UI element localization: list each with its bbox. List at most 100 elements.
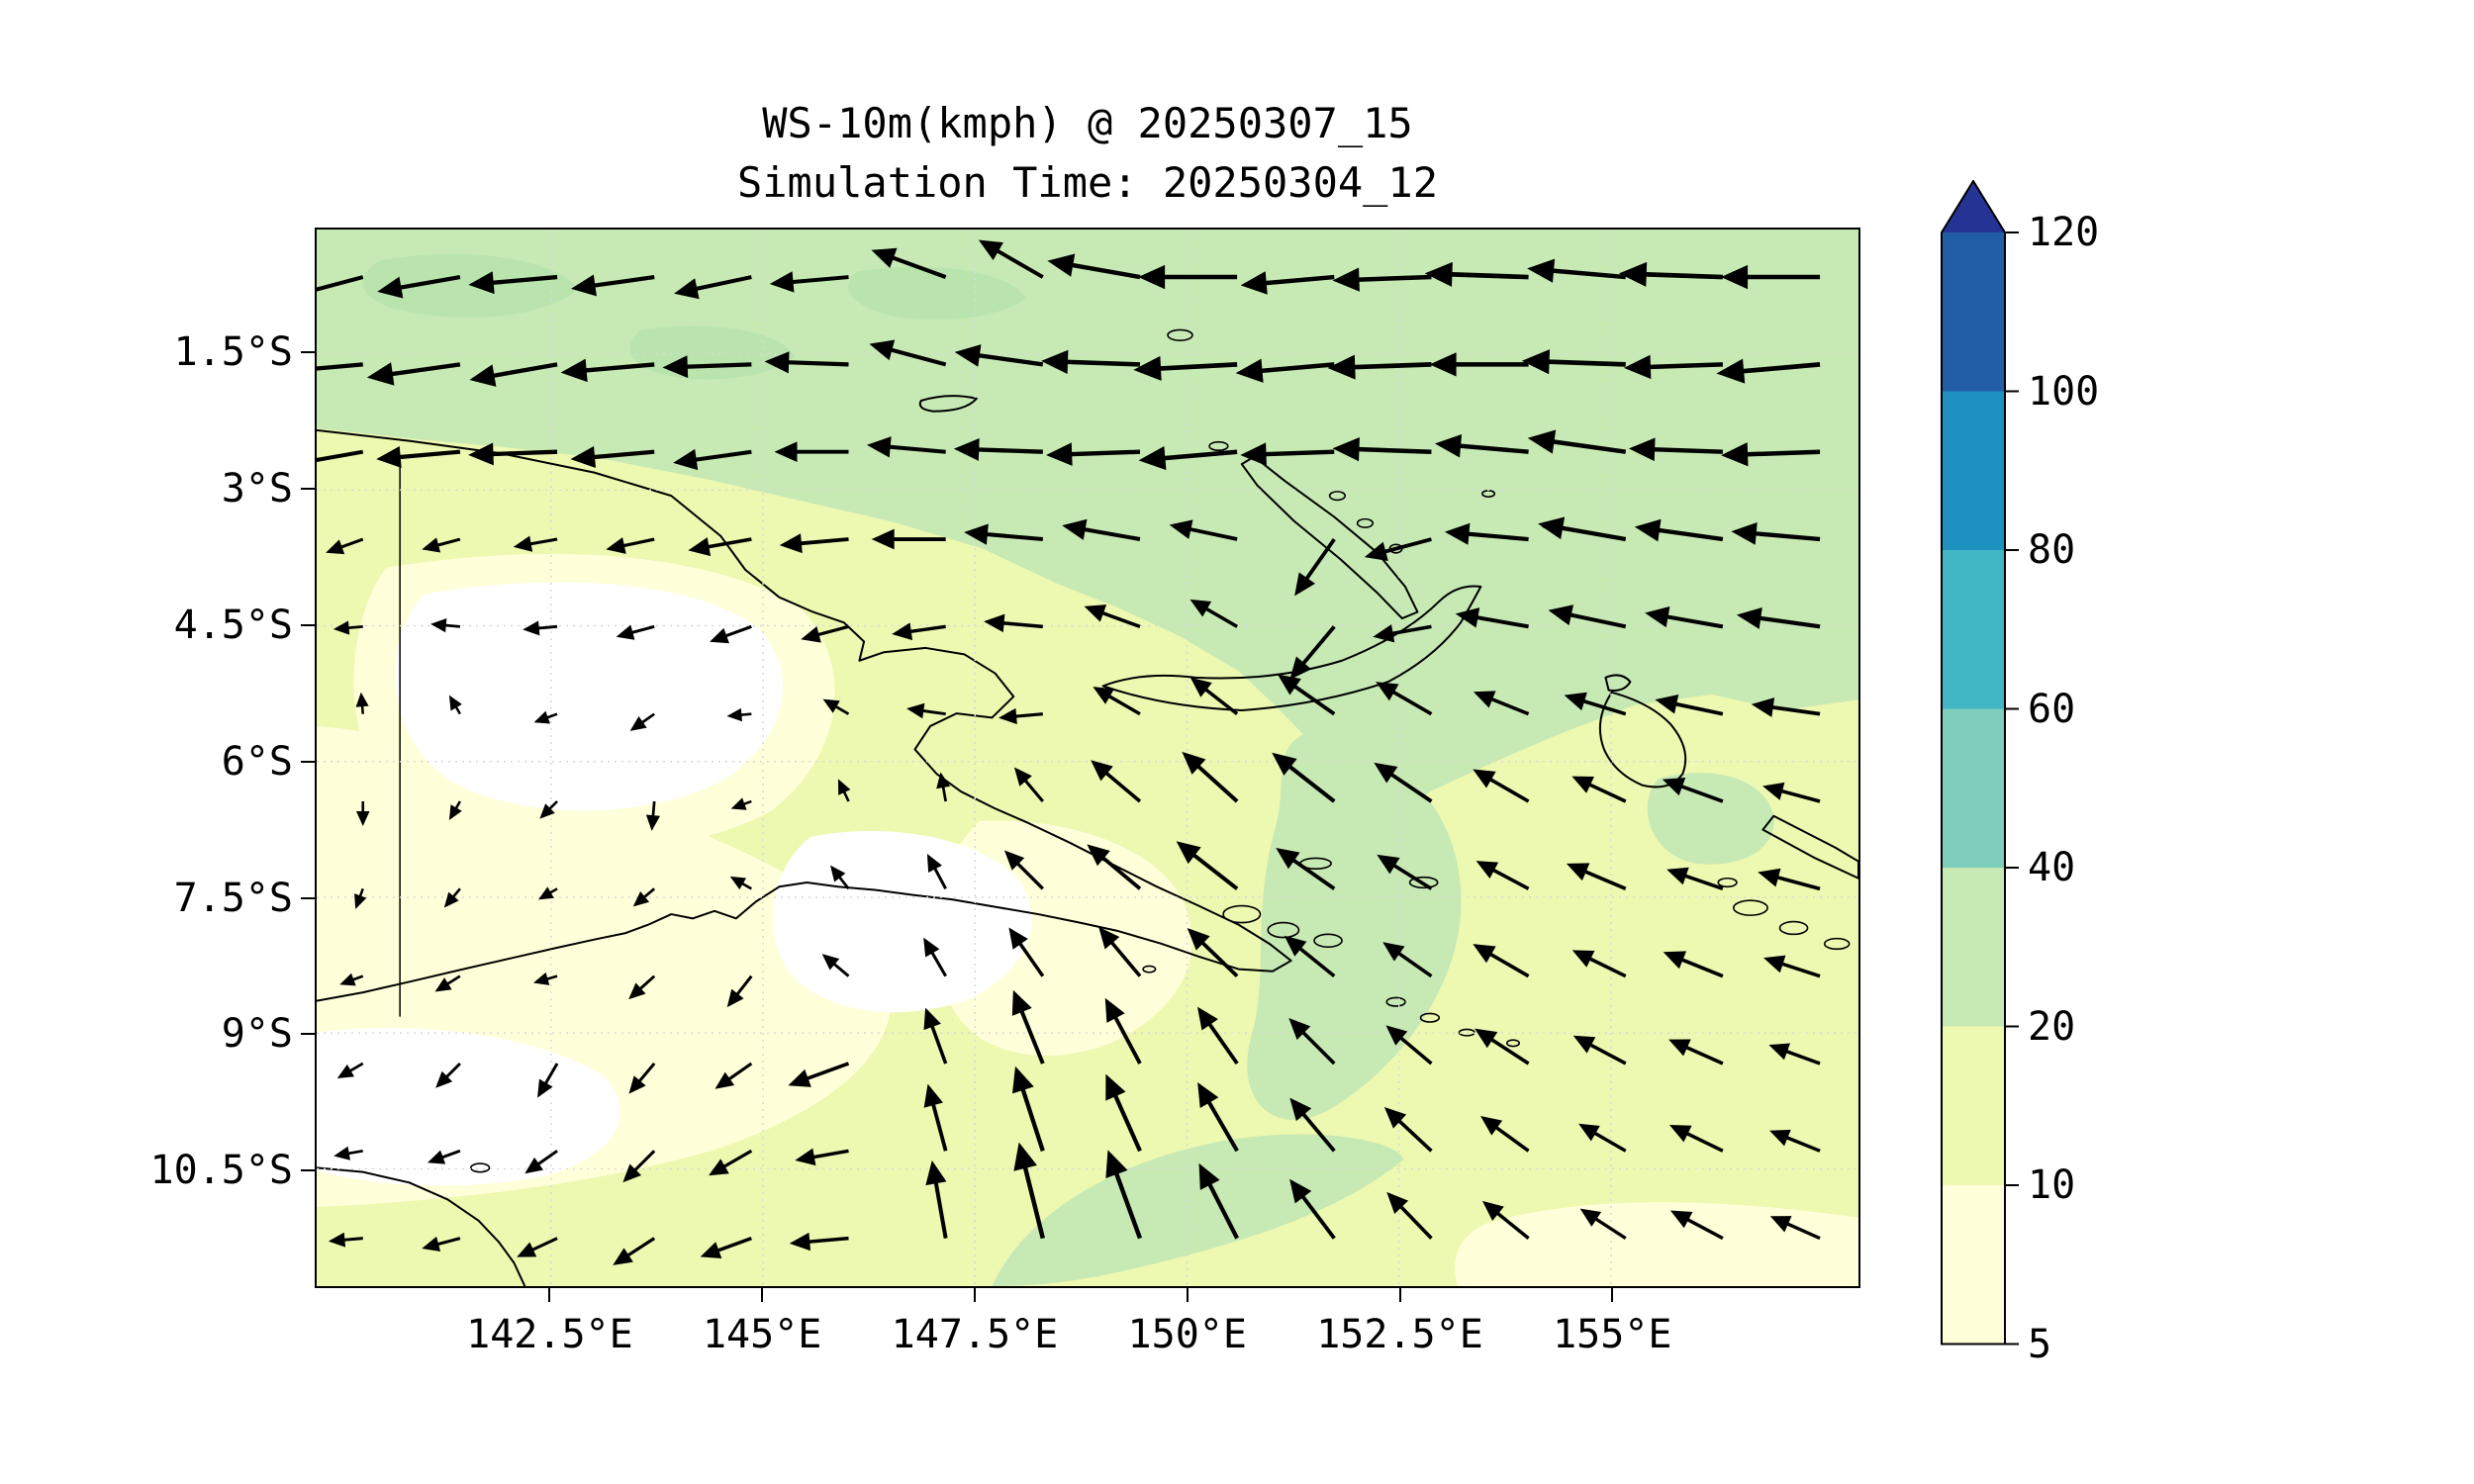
wind-arrow-head: [871, 247, 898, 268]
y-tick-mark: [301, 896, 315, 899]
wind-arrow-head: [1480, 1116, 1503, 1136]
wind-arrow-shaft: [1485, 775, 1530, 803]
wind-arrow-shaft: [932, 1177, 948, 1239]
colorbar-segment: [1941, 1185, 2006, 1345]
wind-arrow-head: [354, 893, 367, 909]
wind-arrow-head: [926, 854, 942, 874]
wind-arrow-head: [537, 1078, 553, 1098]
wind-arrow-head: [1623, 354, 1652, 380]
wind-arrow-head: [328, 1232, 346, 1248]
wind-arrow-shaft: [1013, 859, 1045, 890]
wind-arrow-head: [837, 779, 851, 795]
wind-arrow-head: [1276, 848, 1300, 870]
x-tick-label: 142.5°E: [466, 1312, 633, 1357]
wind-arrow-head: [355, 811, 370, 827]
wind-arrow-head: [1011, 989, 1032, 1016]
wind-arrow-shaft: [1766, 704, 1821, 716]
wind-arrow-shaft: [1110, 1089, 1142, 1153]
wind-arrow-shaft: [1591, 1215, 1627, 1241]
wind-arrow-shaft: [1772, 874, 1821, 891]
wind-arrow-head: [1634, 518, 1662, 542]
coast-new-ireland: [1242, 457, 1418, 618]
wind-arrow-shaft: [1584, 781, 1627, 803]
wind-arrow-head: [978, 239, 1003, 261]
colorbar-tick-label: 40: [2028, 845, 2076, 890]
wind-arrow-head: [1046, 442, 1073, 466]
y-tick-mark: [301, 488, 315, 491]
contour-band-5-10-se-corner: [1455, 1202, 1858, 1286]
island: [1507, 1040, 1519, 1046]
wind-arrow-shaft: [721, 624, 752, 639]
wind-arrow-head: [1013, 1142, 1037, 1171]
wind-arrow-head: [1566, 863, 1590, 881]
wind-arrow-head: [936, 772, 951, 789]
wind-arrow-shaft: [1295, 944, 1336, 978]
wind-arrow-shaft: [1445, 271, 1529, 280]
wind-arrow-shaft: [1388, 688, 1433, 716]
wind-arrow-shaft: [1393, 949, 1433, 978]
wind-arrow-head: [1386, 1191, 1409, 1214]
wind-arrow-head: [830, 865, 846, 882]
y-tick-label: 3°S: [221, 466, 293, 512]
wind-arrow-head: [430, 618, 447, 633]
wind-arrow-shaft: [714, 1237, 752, 1253]
wind-arrow-head: [377, 276, 404, 299]
wind-arrow-head: [1618, 261, 1648, 287]
island: [1268, 923, 1298, 938]
wind-arrow-head: [1768, 1043, 1791, 1061]
wind-arrow-head: [570, 445, 596, 468]
island: [1825, 939, 1850, 950]
wind-arrow-head: [435, 1070, 453, 1088]
wind-arrow-head: [788, 1068, 811, 1087]
wind-arrow-head: [632, 891, 650, 907]
wind-arrow-shaft: [886, 346, 947, 367]
wind-arrow-head: [1758, 868, 1781, 887]
wind-arrow-head: [1645, 606, 1670, 628]
island: [1168, 329, 1192, 340]
wind-arrow-head: [769, 271, 795, 293]
wind-arrow-head: [1481, 1200, 1504, 1222]
wind-arrow-shaft: [623, 1237, 656, 1259]
wind-arrow-shaft: [1097, 609, 1141, 628]
wind-arrow-shaft: [1204, 1096, 1239, 1153]
wind-arrow-head: [1383, 1106, 1407, 1129]
wind-arrow-head: [923, 937, 940, 958]
coast-choiseul: [1762, 816, 1858, 879]
wind-arrow-head: [869, 339, 896, 361]
wind-arrow-head: [1538, 516, 1566, 540]
wind-arrow-shaft: [782, 359, 849, 367]
x-tick-mark: [1611, 1288, 1614, 1302]
wind-arrow-shaft: [1777, 961, 1821, 978]
wind-arrow-shaft: [930, 1099, 948, 1152]
wind-arrow-head: [1138, 445, 1167, 471]
wind-arrow-shaft: [1197, 938, 1239, 978]
wind-arrow-head: [822, 698, 840, 713]
wind-arrow-shaft: [719, 1149, 753, 1170]
wind-arrow-head: [1198, 1162, 1220, 1190]
wind-arrow-head: [616, 624, 635, 640]
wind-arrow-shaft: [999, 620, 1043, 629]
x-tick-label: 152.5°E: [1316, 1312, 1483, 1357]
wind-arrow-head: [448, 695, 462, 711]
wind-arrow-head: [333, 620, 350, 635]
wind-arrow-shaft: [1590, 1129, 1627, 1153]
y-tick-label: 1.5°S: [173, 329, 293, 376]
wind-arrow-shaft: [1782, 1134, 1821, 1153]
wind-arrow-shaft: [579, 362, 655, 374]
wind-arrow-head: [1663, 951, 1687, 970]
colorbar-tick-label: 120: [2028, 210, 2100, 255]
wind-arrow-head: [700, 1242, 722, 1259]
colorbar-svg: [1941, 179, 2019, 1345]
wind-arrow-head: [1105, 1073, 1126, 1101]
wind-arrow-shaft: [1584, 955, 1627, 978]
wind-arrow-shaft: [1662, 613, 1724, 629]
wind-arrow-head: [1176, 841, 1201, 865]
wind-arrow-head: [336, 1064, 354, 1078]
wind-arrow-head: [1138, 264, 1166, 290]
wind-arrow-shaft: [394, 274, 461, 291]
wind-arrow-shaft: [1079, 526, 1141, 542]
wind-arrow-shaft: [1644, 362, 1723, 370]
wind-arrow-head: [1444, 522, 1471, 545]
wind-arrow-shaft: [487, 362, 558, 379]
wind-arrow-head: [513, 535, 533, 552]
